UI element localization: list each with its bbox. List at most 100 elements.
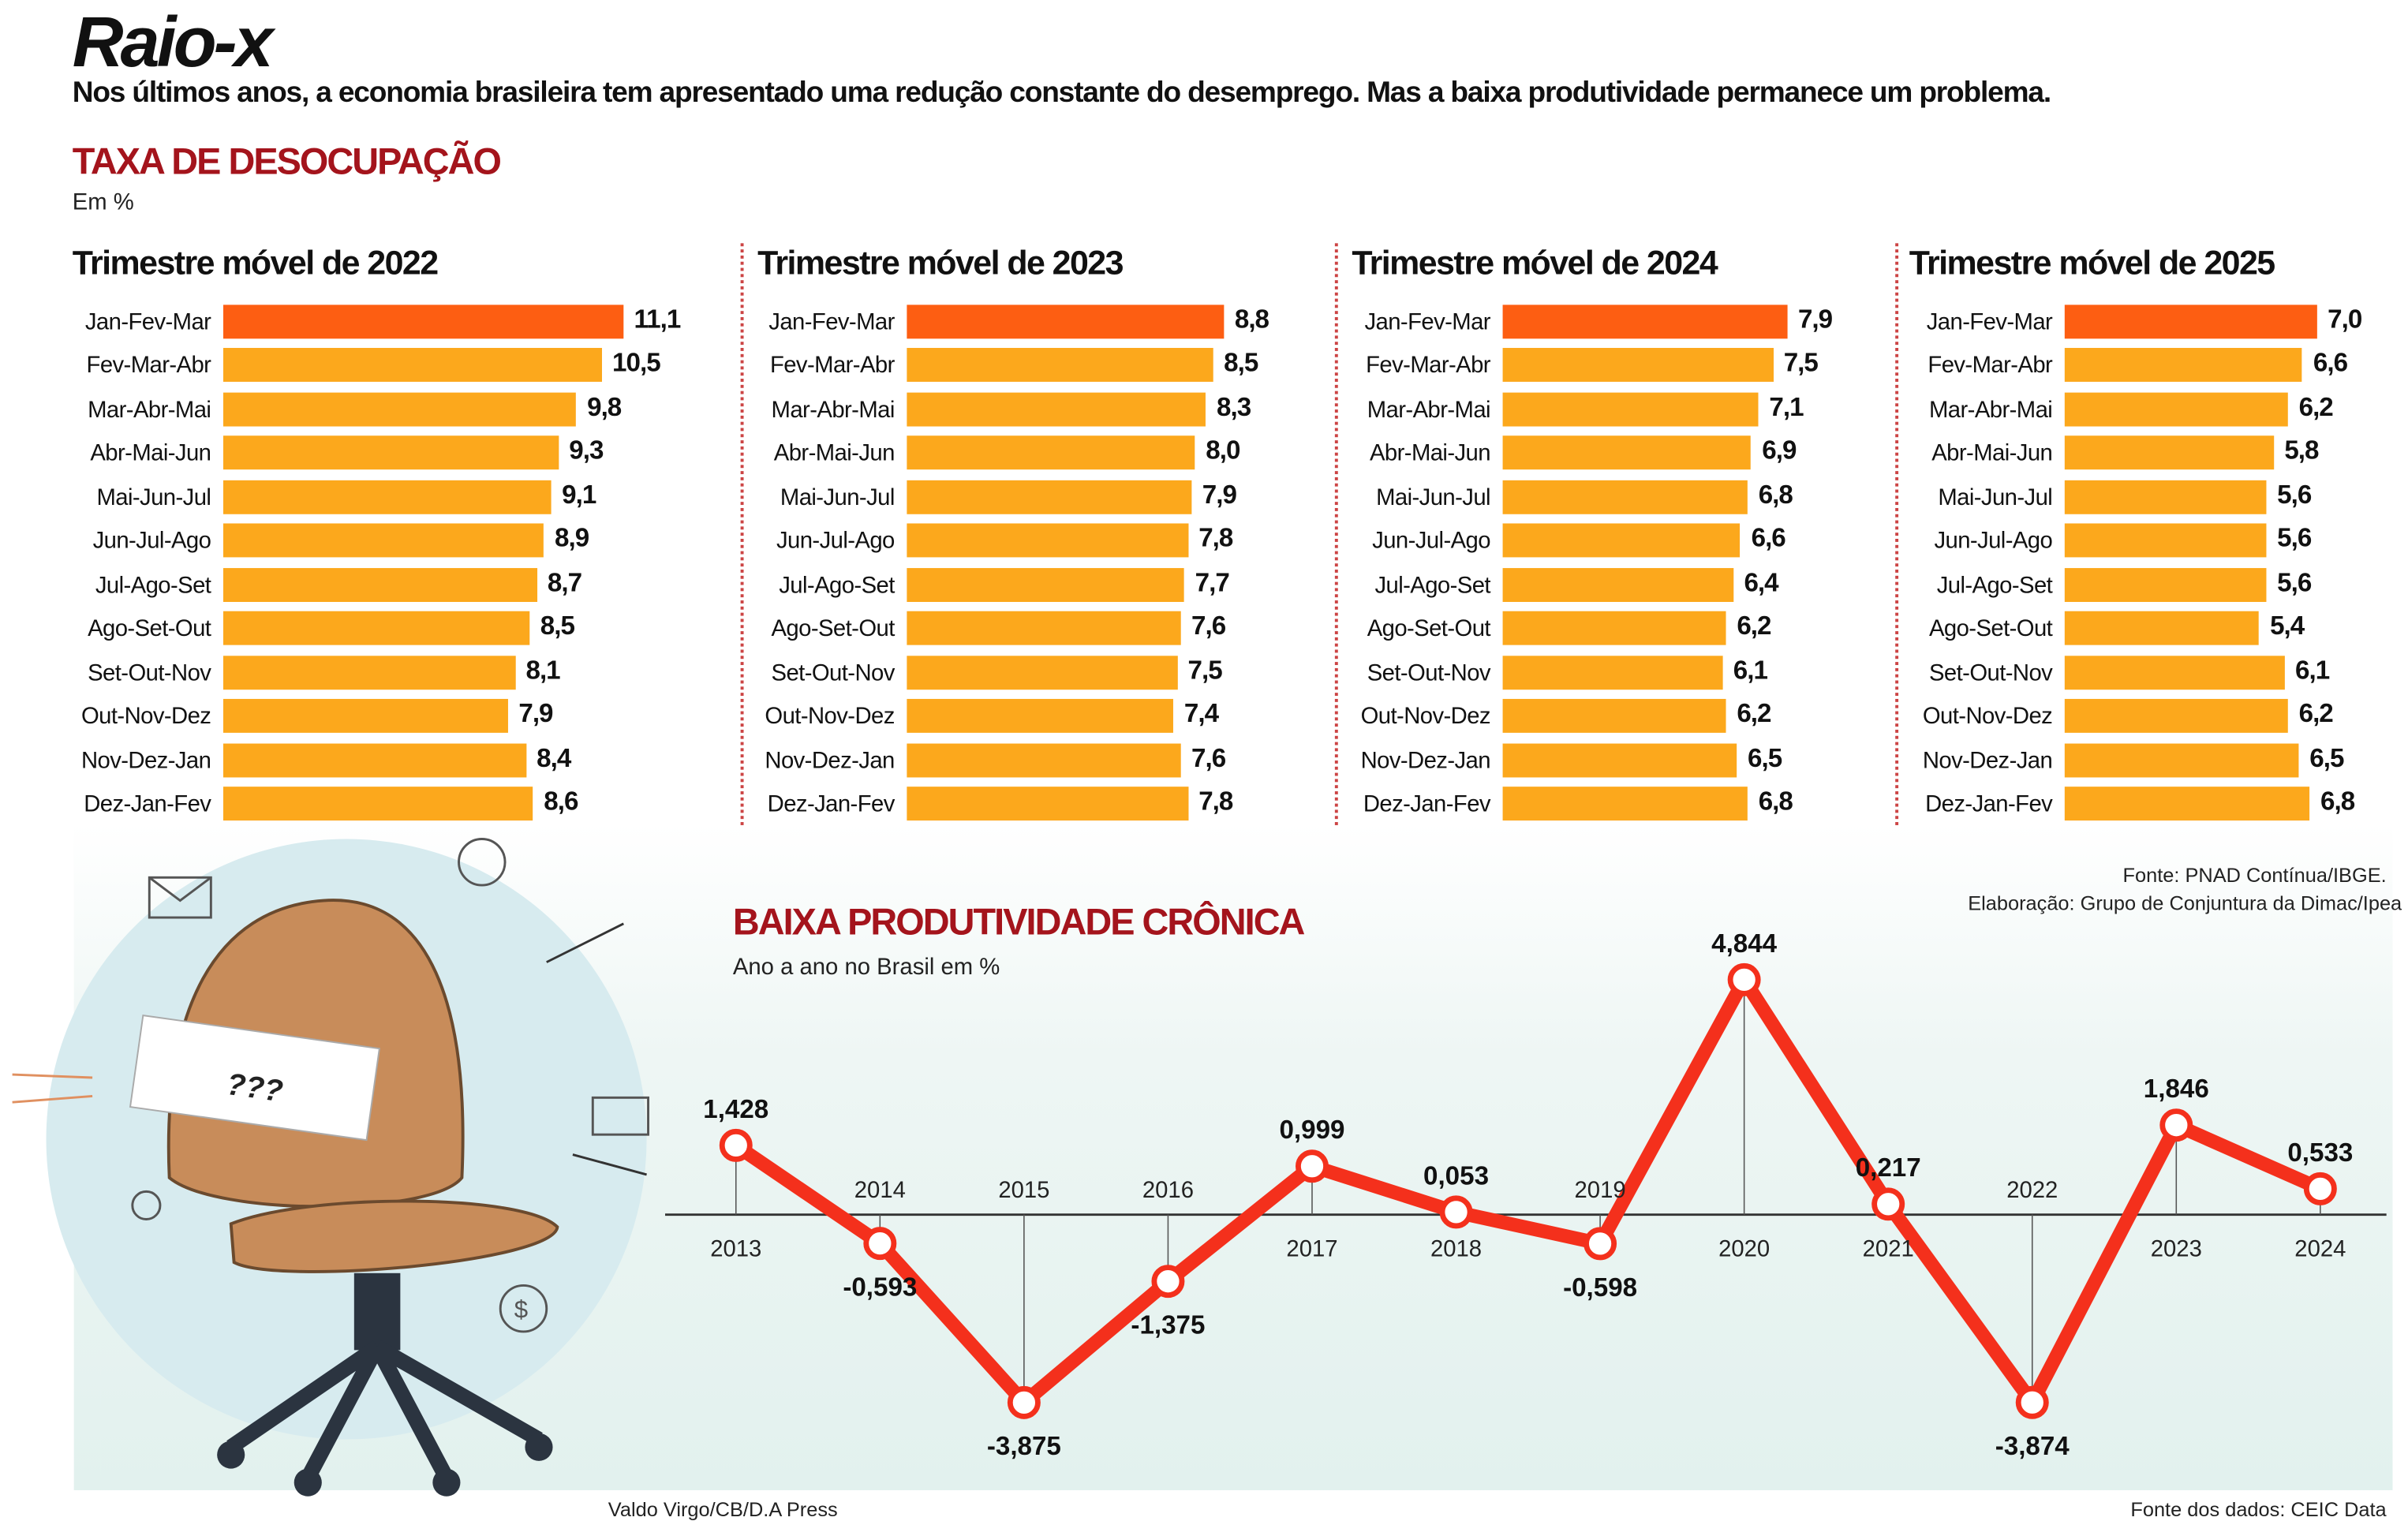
data-point bbox=[1296, 1149, 1329, 1183]
series-line bbox=[731, 966, 2324, 1416]
bar bbox=[2064, 480, 2267, 514]
bar-category-label: Jan-Fev-Mar bbox=[768, 309, 895, 336]
bar-value-label: 5,4 bbox=[2270, 611, 2305, 641]
panel-title: Trimestre móvel de 2022 bbox=[72, 243, 439, 282]
productivity-title: BAIXA PRODUTIVIDADE CRÔNICA bbox=[732, 902, 1306, 944]
bar-value-label: 8,5 bbox=[1224, 348, 1258, 378]
bar bbox=[222, 742, 526, 777]
envelope-flap bbox=[148, 876, 212, 903]
data-point bbox=[2159, 1108, 2193, 1142]
bar-value-label: 7,0 bbox=[2328, 305, 2362, 334]
user-icon bbox=[458, 838, 507, 887]
panel-divider bbox=[1895, 243, 1899, 825]
bar-category-label: Nov-Dez-Jan bbox=[80, 747, 211, 774]
bar-value-label: 10,5 bbox=[612, 348, 661, 378]
bar-value-label: 8,0 bbox=[1206, 435, 1240, 465]
bar bbox=[222, 611, 530, 645]
bar-category-label: Nov-Dez-Jan bbox=[765, 747, 895, 774]
bar-category-label: Out-Nov-Dez bbox=[1360, 703, 1491, 731]
bar bbox=[2064, 699, 2288, 733]
x-tick-label: 2019 bbox=[1575, 1178, 1626, 1203]
panel-title: Trimestre móvel de 2024 bbox=[1352, 243, 1718, 282]
bar bbox=[907, 305, 1225, 339]
bar bbox=[222, 480, 552, 514]
bar-category-label: Jun-Jul-Ago bbox=[1934, 528, 2053, 555]
bar bbox=[1502, 480, 1748, 514]
bar-value-label: 5,6 bbox=[2277, 480, 2312, 510]
bar bbox=[907, 567, 1184, 602]
bar-category-label: Jun-Jul-Ago bbox=[92, 528, 211, 555]
bar-value-label: 6,1 bbox=[1733, 655, 1768, 685]
bar-category-label: Abr-Mai-Jun bbox=[1931, 440, 2053, 467]
bar-value-label: 7,7 bbox=[1195, 567, 1230, 597]
bar-category-label: Out-Nov-Dez bbox=[1922, 703, 2053, 731]
bar-category-label: Mai-Jun-Jul bbox=[1376, 484, 1490, 511]
bar-category-label: Mai-Jun-Jul bbox=[1938, 484, 2053, 511]
bar-category-label: Set-Out-Nov bbox=[1367, 660, 1491, 686]
bar-value-label: 6,4 bbox=[1744, 567, 1778, 597]
data-point bbox=[1871, 1187, 1905, 1221]
bar-value-label: 11,1 bbox=[634, 305, 681, 334]
bar bbox=[2064, 742, 2299, 777]
data-point bbox=[1584, 1227, 1617, 1261]
data-point bbox=[863, 1227, 897, 1261]
bar-value-label: 6,5 bbox=[2309, 742, 2344, 772]
bar-category-label: Abr-Mai-Jun bbox=[90, 440, 211, 467]
data-label: -3,875 bbox=[987, 1432, 1061, 1461]
bar-value-label: 8,4 bbox=[537, 742, 571, 772]
unemployment-title: TAXA DE DESOCUPAÇÃO bbox=[72, 141, 502, 184]
unemployment-source: Fonte: PNAD Contínua/IBGE. bbox=[2122, 863, 2387, 888]
bar-value-label: 6,2 bbox=[2298, 392, 2334, 422]
bar-category-label: Mar-Abr-Mai bbox=[771, 397, 896, 424]
bar bbox=[2064, 435, 2274, 470]
bar-category-label: Jul-Ago-Set bbox=[1936, 572, 2053, 599]
bar-category-label: Out-Nov-Dez bbox=[765, 703, 895, 731]
bar-category-label: Set-Out-Nov bbox=[1928, 660, 2053, 686]
bar-value-label: 6,9 bbox=[1762, 435, 1797, 465]
bar bbox=[2064, 523, 2267, 558]
bar-category-label: Dez-Jan-Fev bbox=[1925, 790, 2053, 818]
bar bbox=[222, 655, 515, 689]
data-label: 0,217 bbox=[1856, 1153, 1921, 1183]
bar bbox=[1502, 787, 1748, 820]
data-point bbox=[2303, 1172, 2337, 1205]
x-tick-label: 2021 bbox=[1863, 1236, 1914, 1261]
data-label: 1,846 bbox=[2144, 1074, 2209, 1104]
chair-seat bbox=[229, 1199, 559, 1273]
bar-value-label: 8,3 bbox=[1217, 392, 1251, 422]
x-tick-label: 2014 bbox=[854, 1178, 906, 1203]
bar bbox=[907, 392, 1206, 427]
bar-category-label: Ago-Set-Out bbox=[1367, 615, 1491, 643]
sign-text: ??? bbox=[224, 1067, 285, 1109]
motion-arrows bbox=[546, 922, 647, 1176]
bar-value-label: 7,1 bbox=[1769, 392, 1804, 422]
bar bbox=[2064, 348, 2303, 383]
bar-category-label: Mar-Abr-Mai bbox=[88, 397, 211, 424]
data-point bbox=[1727, 962, 1761, 996]
bar bbox=[907, 480, 1192, 514]
bar-category-label: Fev-Mar-Abr bbox=[86, 353, 211, 379]
x-tick-label: 2020 bbox=[1718, 1236, 1770, 1261]
bar bbox=[1502, 305, 1788, 339]
bar-category-label: Ago-Set-Out bbox=[1928, 615, 2053, 643]
bar-category-label: Jan-Fev-Mar bbox=[84, 309, 211, 336]
productivity-unit: Ano a ano no Brasil em % bbox=[732, 954, 1000, 981]
bar bbox=[1502, 699, 1726, 733]
bar bbox=[222, 392, 577, 427]
page-subtitle: Nos últimos anos, a economia brasileira … bbox=[72, 77, 2051, 110]
bar-value-label: 8,9 bbox=[554, 523, 589, 554]
bar-category-label: Fev-Mar-Abr bbox=[1366, 353, 1490, 379]
bar bbox=[2064, 611, 2260, 645]
bar bbox=[2064, 655, 2285, 689]
bar bbox=[907, 348, 1213, 383]
envelope-icon bbox=[148, 876, 212, 919]
bar-value-label: 6,6 bbox=[1751, 523, 1786, 554]
data-point bbox=[1151, 1265, 1185, 1299]
bar-category-label: Fev-Mar-Abr bbox=[1928, 353, 2053, 379]
bar-category-label: Jul-Ago-Set bbox=[1374, 572, 1490, 599]
bar-value-label: 7,6 bbox=[1191, 611, 1226, 641]
bar-value-label: 7,4 bbox=[1183, 699, 1219, 729]
bar-value-label: 8,1 bbox=[525, 655, 560, 685]
bar-category-label: Jul-Ago-Set bbox=[95, 572, 211, 599]
bar-value-label: 8,6 bbox=[544, 787, 578, 817]
